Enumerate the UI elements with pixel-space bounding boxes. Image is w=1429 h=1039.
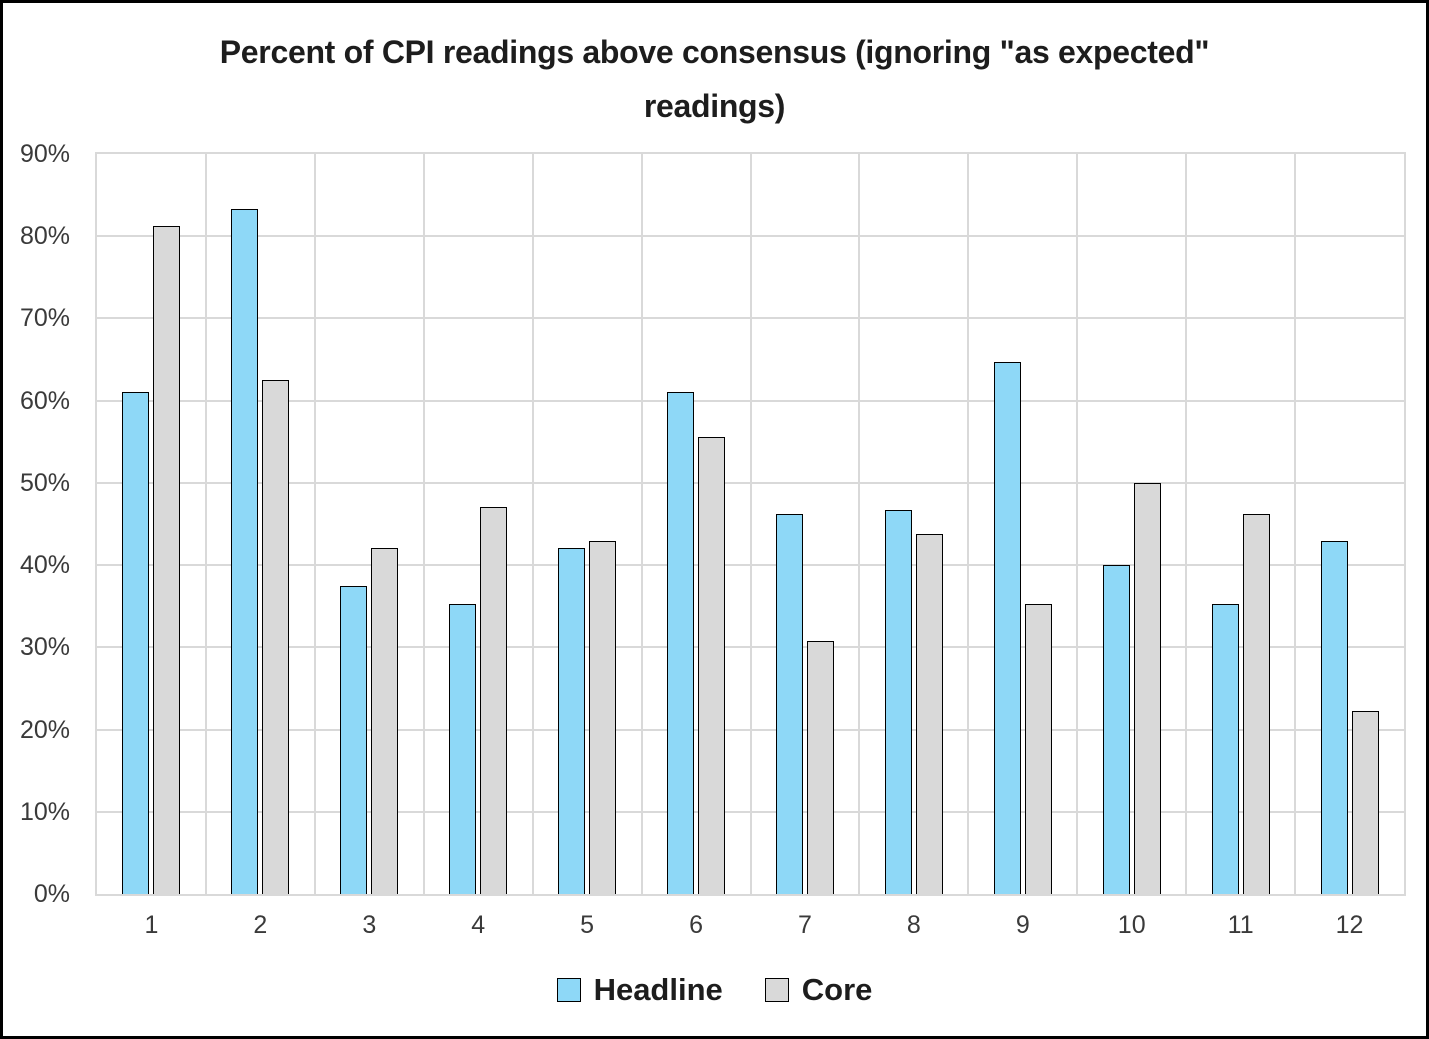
core-bar-2 — [262, 380, 290, 894]
x-tick-label-1: 1 — [144, 911, 159, 939]
legend-label-core: Core — [801, 972, 873, 1007]
x-tick-label-12: 12 — [1335, 911, 1364, 939]
plot-area — [95, 152, 1406, 896]
core-bar-1 — [153, 225, 181, 894]
core-bar-6 — [698, 436, 726, 894]
y-tick-label-80: 80% — [19, 222, 70, 251]
chart-title: Percent of CPI readings above consensus … — [219, 34, 1210, 125]
headline-bar-7 — [775, 514, 803, 894]
v-gridline-8 — [967, 154, 970, 894]
x-tick-label-4: 4 — [471, 911, 486, 939]
core-bar-11 — [1242, 514, 1270, 894]
core-bar-4 — [480, 506, 508, 894]
core-bar-5 — [589, 541, 617, 894]
y-tick-label-90: 90% — [19, 140, 70, 168]
y-tick-label-0: 0% — [33, 880, 70, 908]
legend: Headline Core — [3, 973, 1426, 1007]
core-swatch-icon — [764, 978, 789, 1002]
x-tick-label-6: 6 — [689, 911, 703, 939]
core-bar-8 — [915, 533, 943, 894]
v-gridline-9 — [1076, 154, 1079, 894]
v-gridline-11 — [1294, 154, 1297, 894]
v-gridline-4 — [531, 154, 534, 894]
headline-bar-3 — [340, 585, 368, 894]
y-axis: 0% 10% 20% 30% 40% 50% 60% 70% 80% 90% — [3, 140, 77, 908]
x-tick-label-9: 9 — [1015, 911, 1030, 939]
core-bar-3 — [371, 547, 399, 894]
v-gridline-6 — [749, 154, 752, 894]
x-axis: 1 2 3 4 5 6 7 8 9 10 11 12 — [97, 908, 1404, 942]
y-tick-label-50: 50% — [19, 468, 70, 497]
headline-bar-11 — [1211, 603, 1239, 894]
headline-bar-8 — [884, 510, 912, 894]
core-bar-10 — [1133, 482, 1161, 894]
x-tick-label-5: 5 — [580, 911, 595, 939]
headline-bar-4 — [449, 603, 477, 894]
x-tick-label-8: 8 — [906, 911, 921, 939]
y-tick-label-40: 40% — [19, 551, 70, 580]
v-gridline-10 — [1185, 154, 1188, 894]
headline-bar-2 — [231, 209, 259, 894]
headline-bar-6 — [667, 391, 695, 894]
headline-bar-12 — [1320, 541, 1348, 894]
headline-swatch-icon — [556, 978, 581, 1002]
legend-entry-core: Core — [764, 972, 873, 1007]
y-tick-label-30: 30% — [19, 633, 70, 662]
core-bar-7 — [806, 640, 834, 894]
core-bar-12 — [1351, 711, 1379, 894]
y-tick-label-70: 70% — [19, 304, 70, 333]
y-tick-label-10: 10% — [19, 797, 70, 826]
headline-bar-10 — [1102, 565, 1130, 894]
x-tick-label-11: 11 — [1227, 911, 1254, 939]
y-tick-label-20: 20% — [19, 715, 70, 744]
v-gridline-5 — [640, 154, 643, 894]
core-bar-9 — [1024, 603, 1052, 894]
headline-bar-1 — [122, 391, 150, 894]
v-gridline-7 — [858, 154, 861, 894]
v-gridline-3 — [422, 154, 425, 894]
headline-bar-5 — [558, 547, 586, 894]
x-tick-label-7: 7 — [798, 911, 812, 939]
x-tick-label-10: 10 — [1117, 911, 1146, 939]
v-gridline-1 — [204, 154, 207, 894]
x-tick-label-2: 2 — [253, 911, 268, 939]
legend-entry-headline: Headline — [556, 972, 723, 1007]
legend-label-headline: Headline — [593, 972, 723, 1007]
v-gridline-2 — [313, 154, 316, 894]
y-tick-label-60: 60% — [19, 386, 70, 415]
headline-bar-9 — [993, 362, 1021, 894]
x-tick-label-3: 3 — [362, 911, 377, 939]
